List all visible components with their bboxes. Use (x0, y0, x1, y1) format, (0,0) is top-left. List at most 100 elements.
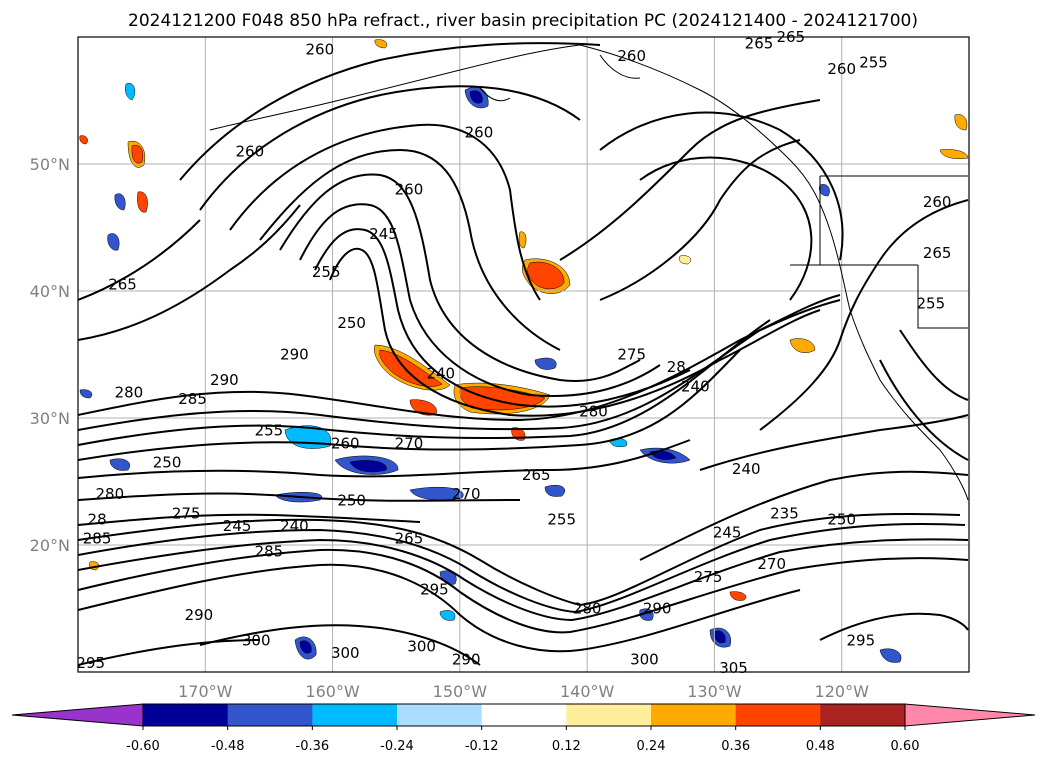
contour-label: 300 (242, 631, 271, 649)
contour-label: 275 (617, 346, 646, 364)
precip-anomaly-region (299, 640, 312, 654)
contour-label: 275 (694, 568, 723, 586)
precip-anomaly-region (534, 357, 557, 370)
coastline (599, 54, 641, 79)
lon-tick-label: 120°W (815, 682, 870, 701)
colorbar-tick-label: -0.12 (465, 739, 499, 754)
contour-label: 240 (681, 377, 710, 395)
contour-label: 300 (407, 638, 436, 656)
colorbar-segment (651, 704, 737, 726)
contour-label: 245 (713, 523, 742, 541)
contour-label: 300 (630, 650, 659, 668)
latitude-tick-labels: 50°N 40°N 30°N 20°N (30, 155, 70, 555)
contour-label: 245 (223, 517, 252, 535)
contour-line (699, 414, 969, 471)
contour-label: 240 (732, 460, 761, 478)
precip-anomaly-region (79, 135, 88, 145)
contour-label: 255 (312, 263, 341, 281)
lat-tick-label: 40°N (30, 282, 70, 301)
precip-anomaly-region (439, 610, 456, 621)
contour-label: 250 (827, 511, 856, 529)
colorbar-tick-label: -0.36 (296, 739, 330, 754)
precip-anomaly-region (879, 648, 902, 663)
precip-anomaly-region (729, 591, 747, 601)
precip-anomaly-region (109, 458, 130, 471)
contour-label: 295 (76, 654, 105, 672)
precip-anomaly-region (131, 145, 144, 164)
colorbar-tick-label: -0.48 (211, 739, 245, 754)
contour-line (899, 329, 969, 401)
contour-line (78, 639, 261, 666)
contour-label: 235 (770, 504, 799, 522)
contour-label: 260 (395, 180, 424, 198)
contour-label: 280 (579, 403, 608, 421)
contour-line (78, 538, 969, 622)
contour-label: 260 (331, 434, 360, 452)
coastline (479, 87, 511, 102)
contour-line (78, 548, 969, 634)
contour-label: 285 (178, 390, 207, 408)
contour-line (314, 228, 691, 408)
contour-line (78, 319, 771, 446)
colorbar-tick-label: 0.48 (806, 739, 835, 754)
contour-line (879, 359, 969, 461)
precipitation-shading (79, 39, 969, 663)
contour-label: 240 (426, 365, 455, 383)
colorbar: -0.60 -0.48 -0.36 -0.24 -0.12 0.12 0.24 0.36 0.4… (11, 703, 1036, 754)
coastline (829, 229, 969, 501)
colorbar-frame (142, 703, 906, 727)
contour-label: 290 (210, 371, 239, 389)
contour-label: 250 (153, 453, 182, 471)
contour-label: 255 (859, 53, 888, 71)
contour-line (78, 294, 841, 431)
contour-label: 285 (83, 530, 112, 548)
precip-anomaly-region (349, 460, 387, 473)
contour-label: 260 (236, 142, 265, 160)
colorbar-tick-label: 0.60 (891, 739, 920, 754)
contour-line (639, 470, 969, 561)
contour-label: 265 (395, 530, 424, 548)
longitude-tick-labels: 170°W 160°W 150°W 140°W 130°W 120°W (178, 682, 869, 701)
contour-line (599, 111, 844, 261)
contour-label: 28 (88, 511, 107, 529)
precip-anomaly-region (79, 389, 93, 399)
contour-line (78, 204, 301, 341)
precip-anomaly-region (679, 255, 691, 265)
contour-line (299, 203, 661, 397)
contour-label: 300 (331, 644, 360, 662)
colorbar-segment (820, 704, 906, 726)
precip-anomaly-region (713, 630, 726, 644)
contour-label: 290 (280, 346, 309, 364)
contour-line (78, 563, 801, 653)
colorbar-extend-low (11, 703, 144, 727)
contour-label: 265 (923, 244, 952, 262)
precip-anomaly-region (469, 90, 483, 104)
contour-line (78, 439, 691, 479)
colorbar-tick-label: 0.24 (637, 739, 666, 754)
colorbar-segment (143, 704, 229, 726)
contour-label: 250 (337, 492, 366, 510)
precip-anomaly-region (939, 149, 969, 159)
contour-label: 295 (846, 631, 875, 649)
contour-line (78, 492, 521, 502)
contour-label: 270 (452, 485, 481, 503)
contour-line (559, 99, 821, 261)
colorbar-segment (312, 704, 398, 726)
contour-line (329, 247, 821, 417)
contour-label: 240 (280, 517, 309, 535)
precip-anomaly-region (107, 233, 120, 251)
contour-label: 28 (667, 358, 686, 376)
precip-anomaly-region (125, 82, 136, 101)
colorbar-segment (566, 704, 652, 726)
precip-anomaly-region (114, 193, 126, 211)
map-background (78, 37, 969, 672)
contour-line (759, 199, 969, 431)
lat-lon-grid (78, 37, 969, 672)
colorbar-tick-label: -0.24 (380, 739, 414, 754)
contour-label: 260 (465, 123, 494, 141)
lon-tick-label: 170°W (178, 682, 233, 701)
border-line (790, 175, 968, 329)
colorbar-tick-label: -0.60 (126, 739, 160, 754)
